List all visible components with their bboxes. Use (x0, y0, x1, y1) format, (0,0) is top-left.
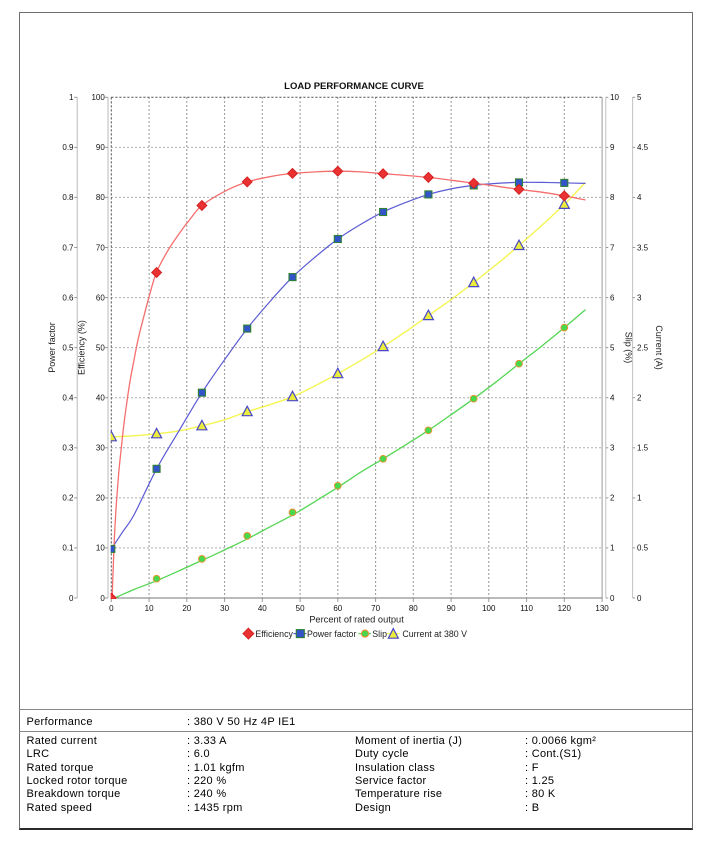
svg-text:0.3: 0.3 (62, 444, 74, 453)
svg-text:40: 40 (96, 394, 105, 403)
svg-text:7: 7 (610, 243, 615, 252)
svg-text:130: 130 (595, 604, 609, 613)
svg-text:80: 80 (409, 604, 418, 613)
svg-text:70: 70 (371, 604, 380, 613)
svg-text:3: 3 (610, 444, 615, 453)
svg-text:0.5: 0.5 (62, 343, 74, 352)
svg-text:20: 20 (182, 604, 191, 613)
svg-text:120: 120 (558, 604, 572, 613)
svg-text:4.5: 4.5 (637, 143, 649, 152)
svg-text:Percent of rated output: Percent of rated output (309, 615, 404, 625)
svg-text:3.5: 3.5 (637, 243, 649, 252)
svg-text:2.5: 2.5 (637, 343, 649, 352)
svg-text:0: 0 (637, 594, 642, 603)
svg-text:0: 0 (100, 594, 105, 603)
svg-text:70: 70 (96, 243, 105, 252)
svg-text:30: 30 (220, 604, 229, 613)
svg-text:LOAD PERFORMANCE CURVE: LOAD PERFORMANCE CURVE (284, 81, 424, 92)
svg-text:Slip (%): Slip (%) (624, 332, 634, 364)
svg-text:60: 60 (333, 604, 342, 613)
svg-text:1: 1 (637, 494, 642, 503)
svg-text:0.5: 0.5 (637, 544, 649, 553)
svg-text:1.5: 1.5 (637, 444, 649, 453)
svg-text:4: 4 (610, 394, 615, 403)
svg-text:100: 100 (91, 93, 105, 102)
svg-text:30: 30 (96, 444, 105, 453)
svg-text:100: 100 (482, 604, 496, 613)
svg-text:40: 40 (258, 604, 267, 613)
svg-text:90: 90 (96, 143, 105, 152)
svg-text:90: 90 (447, 604, 456, 613)
svg-text:50: 50 (96, 343, 105, 352)
svg-text:0.8: 0.8 (62, 193, 74, 202)
svg-text:0.9: 0.9 (62, 143, 74, 152)
svg-text:1: 1 (69, 93, 74, 102)
svg-text:6: 6 (610, 293, 615, 302)
svg-text:0: 0 (109, 604, 114, 613)
svg-text:0.7: 0.7 (62, 243, 74, 252)
svg-text:4: 4 (637, 193, 642, 202)
svg-text:0.2: 0.2 (62, 494, 74, 503)
svg-text:Power factor: Power factor (307, 629, 356, 639)
svg-text:5: 5 (637, 93, 642, 102)
svg-text:Slip: Slip (372, 629, 387, 639)
svg-text:10: 10 (610, 93, 619, 102)
svg-text:0.1: 0.1 (62, 544, 74, 553)
svg-text:0: 0 (69, 594, 74, 603)
svg-text:3: 3 (637, 293, 642, 302)
svg-text:80: 80 (96, 193, 105, 202)
svg-text:110: 110 (520, 604, 533, 613)
svg-text:Power factor: Power factor (47, 322, 57, 373)
svg-text:Efficiency (%): Efficiency (%) (77, 320, 87, 375)
svg-text:0.4: 0.4 (62, 394, 74, 403)
svg-text:10: 10 (145, 604, 154, 613)
svg-text:2: 2 (637, 394, 642, 403)
svg-text:1: 1 (610, 544, 615, 553)
svg-text:0: 0 (610, 594, 615, 603)
svg-text:5: 5 (610, 343, 615, 352)
svg-text:8: 8 (610, 193, 615, 202)
svg-text:60: 60 (96, 293, 105, 302)
svg-text:50: 50 (296, 604, 305, 613)
svg-text:2: 2 (610, 494, 615, 503)
svg-text:20: 20 (96, 494, 105, 503)
svg-text:9: 9 (610, 143, 615, 152)
svg-text:0.6: 0.6 (62, 293, 74, 302)
svg-text:Current at 380 V: Current at 380 V (402, 629, 467, 639)
svg-text:Efficiency: Efficiency (255, 629, 293, 639)
svg-text:Current (A): Current (A) (654, 325, 664, 370)
svg-text:10: 10 (96, 544, 105, 553)
